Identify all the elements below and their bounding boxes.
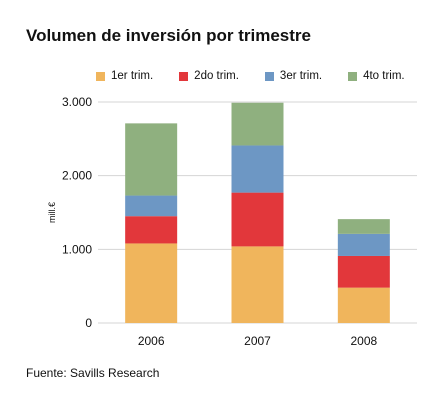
legend-label: 1er trim.	[111, 70, 154, 82]
legend-label: 2do trim.	[194, 70, 239, 82]
legend-item: 1er trim.	[96, 70, 153, 82]
source-note: Fuente: Savills Research	[26, 366, 160, 380]
legend-label: 3er trim.	[279, 70, 323, 82]
legend-swatch	[264, 71, 274, 81]
bar-segment	[125, 243, 178, 323]
legend-swatch	[179, 71, 189, 81]
x-tick-label: 2007	[244, 334, 271, 348]
bar-segment	[337, 287, 390, 323]
bar-segment	[231, 145, 284, 193]
legend-swatch	[96, 71, 105, 81]
bar-segment	[337, 233, 390, 256]
x-tick-label: 2006	[138, 334, 165, 348]
legend-label: 4to trim.	[363, 70, 405, 82]
bar-segment	[231, 246, 284, 323]
bar-segment	[125, 195, 178, 217]
chart-title: Volumen de inversión por trimestre	[26, 26, 311, 45]
bar-segment	[231, 192, 284, 247]
y-tick-label: 3.000	[62, 95, 92, 109]
y-tick-label: 2.000	[62, 169, 92, 183]
y-tick-label: 1.000	[62, 242, 92, 256]
bar-segment	[125, 216, 178, 244]
x-tick-label: 2008	[350, 334, 377, 348]
bar-segment	[125, 123, 178, 196]
legend-item: 3er trim.	[264, 70, 323, 82]
y-tick-label: 0	[85, 316, 92, 330]
bar-segment	[337, 219, 390, 234]
legend-item: 4to trim.	[348, 70, 405, 82]
legend-item: 2do trim.	[179, 70, 239, 82]
legend-swatch	[348, 71, 358, 81]
bar-segment	[231, 102, 284, 146]
bar-segment	[337, 255, 390, 288]
y-axis-label: mill.€	[47, 202, 57, 223]
legend: 1er trim. 2do trim. 3er trim. 4to trim.	[96, 69, 431, 83]
